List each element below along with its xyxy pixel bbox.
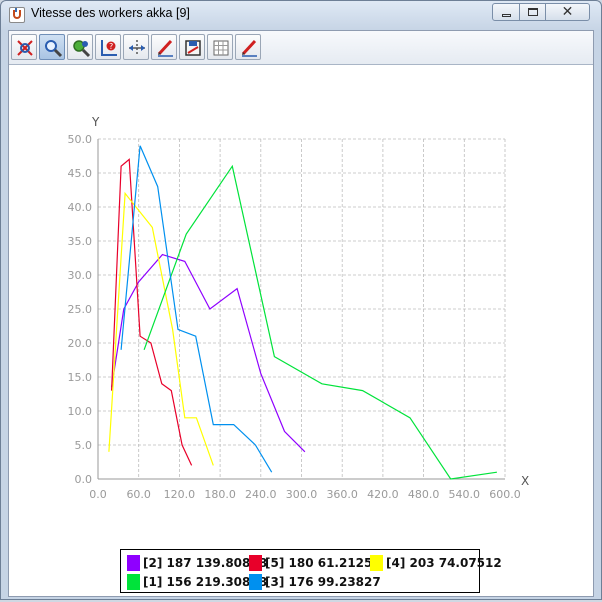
y-tick-label: 40.0 [68, 201, 93, 214]
zoom-area-icon [73, 40, 91, 58]
series-line-4 [143, 164, 497, 480]
x-tick-label: 120.0 [164, 488, 196, 501]
chart-legend: [2] 187 139.80878 [5] 180 61.21258 [4] 203… [120, 549, 502, 593]
y-tick-label: 20.0 [68, 337, 93, 350]
java-cup-icon[interactable] [9, 7, 25, 23]
toolbar-button-axis-settings[interactable]: ? [95, 34, 121, 60]
series-line-1 [111, 253, 306, 453]
toolbar-button-move[interactable] [123, 34, 149, 60]
x-tick-label: 0.0 [89, 488, 107, 501]
close-button[interactable]: ✕ [545, 3, 590, 21]
y-tick-label: 45.0 [68, 167, 93, 180]
axis-settings-icon: ? [101, 40, 117, 56]
zoom-reset-icon [17, 40, 33, 56]
y-tick-label: 5.0 [75, 439, 93, 452]
toolbar-button-edit-pencil[interactable] [151, 34, 177, 60]
series-line-3 [108, 191, 214, 466]
client-area: ? 0.0 60.0 120.0 180.0 240.0 300.0 360.0 420.0 4… [8, 30, 594, 597]
toolbar-button-save-image[interactable] [179, 34, 205, 60]
legend-item: [5] 180 61.21258 [249, 555, 381, 571]
toolbar-button-zoom-area[interactable] [67, 34, 93, 60]
move-icon [129, 40, 145, 56]
legend-swatch [249, 555, 262, 571]
legend-swatch [127, 555, 140, 571]
y-tick-label: 50.0 [68, 133, 93, 146]
x-tick-label: 600.0 [489, 488, 521, 501]
legend-item: [2] 187 139.80878 [127, 555, 267, 571]
minimize-icon [501, 13, 511, 17]
legend-swatch [370, 555, 383, 571]
x-tick-label: 480.0 [408, 488, 440, 501]
maximize-button[interactable] [519, 3, 546, 21]
x-tick-label: 240.0 [245, 488, 277, 501]
minimize-button[interactable] [492, 3, 520, 21]
y-axis-label: Y [91, 115, 100, 129]
maximize-icon [527, 8, 538, 16]
x-axis-label: X [521, 474, 529, 488]
close-icon: ✕ [561, 4, 574, 20]
y-tick-label: 15.0 [68, 371, 93, 384]
window-title: Vitesse des workers akka [9] [31, 6, 190, 20]
y-tick-label: 30.0 [68, 269, 93, 282]
y-tick-label: 0.0 [75, 473, 93, 486]
y-tick-label: 35.0 [68, 235, 93, 248]
grid-toggle-icon [213, 40, 229, 56]
plot-toolbar: ? [9, 31, 593, 65]
series-line-2 [111, 158, 193, 466]
save-image-icon [185, 40, 201, 56]
x-tick-label: 180.0 [204, 488, 236, 501]
y-tick-label: 25.0 [68, 303, 93, 316]
x-tick-label: 300.0 [286, 488, 318, 501]
line-chart: 0.0 60.0 120.0 180.0 240.0 300.0 360.0 420.0 480… [68, 115, 530, 501]
legend-label: [5] 180 61.21258 [265, 556, 381, 570]
toolbar-button-zoom-magnifier[interactable] [39, 34, 65, 60]
zoom-magnifier-icon [45, 40, 63, 58]
edit-pencil-icon [157, 39, 173, 57]
x-tick-label: 420.0 [367, 488, 399, 501]
legend-swatch [127, 574, 140, 590]
legend-label: [2] 187 139.80878 [143, 556, 268, 570]
legend-label: [4] 203 74.07512 [386, 556, 502, 570]
toolbar-button-grid-toggle[interactable] [207, 34, 233, 60]
x-tick-label: 60.0 [126, 488, 151, 501]
edit-pencil-icon [241, 39, 257, 57]
legend-swatch [249, 574, 262, 590]
series-line-5 [120, 145, 273, 473]
legend-label: [3] 176 99.23827 [265, 575, 381, 589]
toolbar-button-zoom-reset[interactable] [11, 34, 37, 60]
y-tick-label: 10.0 [68, 405, 93, 418]
title-bar[interactable]: Vitesse des workers akka [9] ✕ [1, 1, 601, 30]
legend-item: [1] 156 219.30888 [127, 574, 267, 590]
legend-item: [4] 203 74.07512 [370, 555, 502, 571]
legend-item: [3] 176 99.23827 [249, 574, 381, 590]
x-tick-label: 540.0 [449, 488, 481, 501]
svg-text:?: ? [109, 42, 113, 51]
legend-label: [1] 156 219.30888 [143, 575, 268, 589]
toolbar-button-edit-pencil[interactable] [235, 34, 261, 60]
x-tick-label: 360.0 [326, 488, 358, 501]
